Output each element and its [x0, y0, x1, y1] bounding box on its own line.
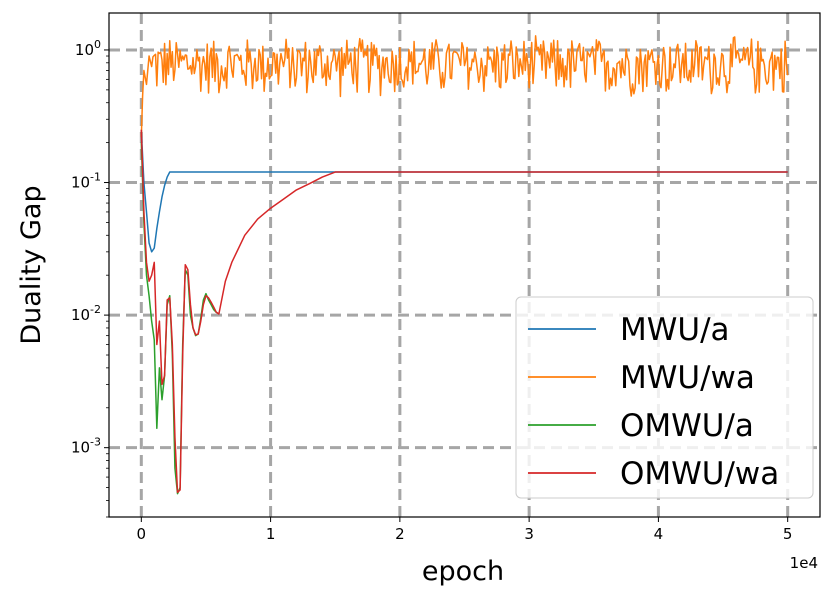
y-axis: 10-3 10-2 10-1 100 — [71, 38, 109, 518]
legend-label: MWU/a — [620, 312, 730, 348]
x-tick-label: 5 — [783, 525, 793, 543]
legend-label: OMWU/wa — [620, 456, 779, 492]
x-offset-label: 1e4 — [790, 554, 818, 572]
plot-frame — [108, 12, 821, 518]
y-tick-label: 10-1 — [71, 171, 101, 192]
y-tick-label: 100 — [75, 38, 101, 59]
x-tick-label: 3 — [524, 525, 534, 543]
legend-box — [515, 296, 814, 499]
x-axis-label: epoch — [422, 556, 504, 587]
series-line-mwu-a — [140, 129, 788, 253]
x-tick-label: 4 — [654, 525, 664, 543]
x-axis: 0 1 2 3 4 5 — [137, 517, 793, 543]
y-tick-label: 10-3 — [71, 436, 101, 457]
series-line-omwu-wa — [140, 129, 788, 494]
x-tick-label: 2 — [395, 525, 405, 543]
y-tick-label: 10-2 — [71, 303, 101, 324]
series-layer — [140, 35, 789, 495]
x-tick-label: 0 — [137, 525, 147, 543]
legend: MWU/a MWU/wa OMWU/a OMWU/wa — [515, 296, 814, 499]
y-axis-label: Duality Gap — [16, 185, 47, 344]
series-line-mwu-wa — [140, 35, 789, 138]
legend-label: MWU/wa — [620, 360, 755, 396]
x-tick-label: 1 — [266, 525, 276, 543]
series-line-omwu-a — [140, 142, 220, 495]
legend-label: OMWU/a — [620, 408, 754, 444]
